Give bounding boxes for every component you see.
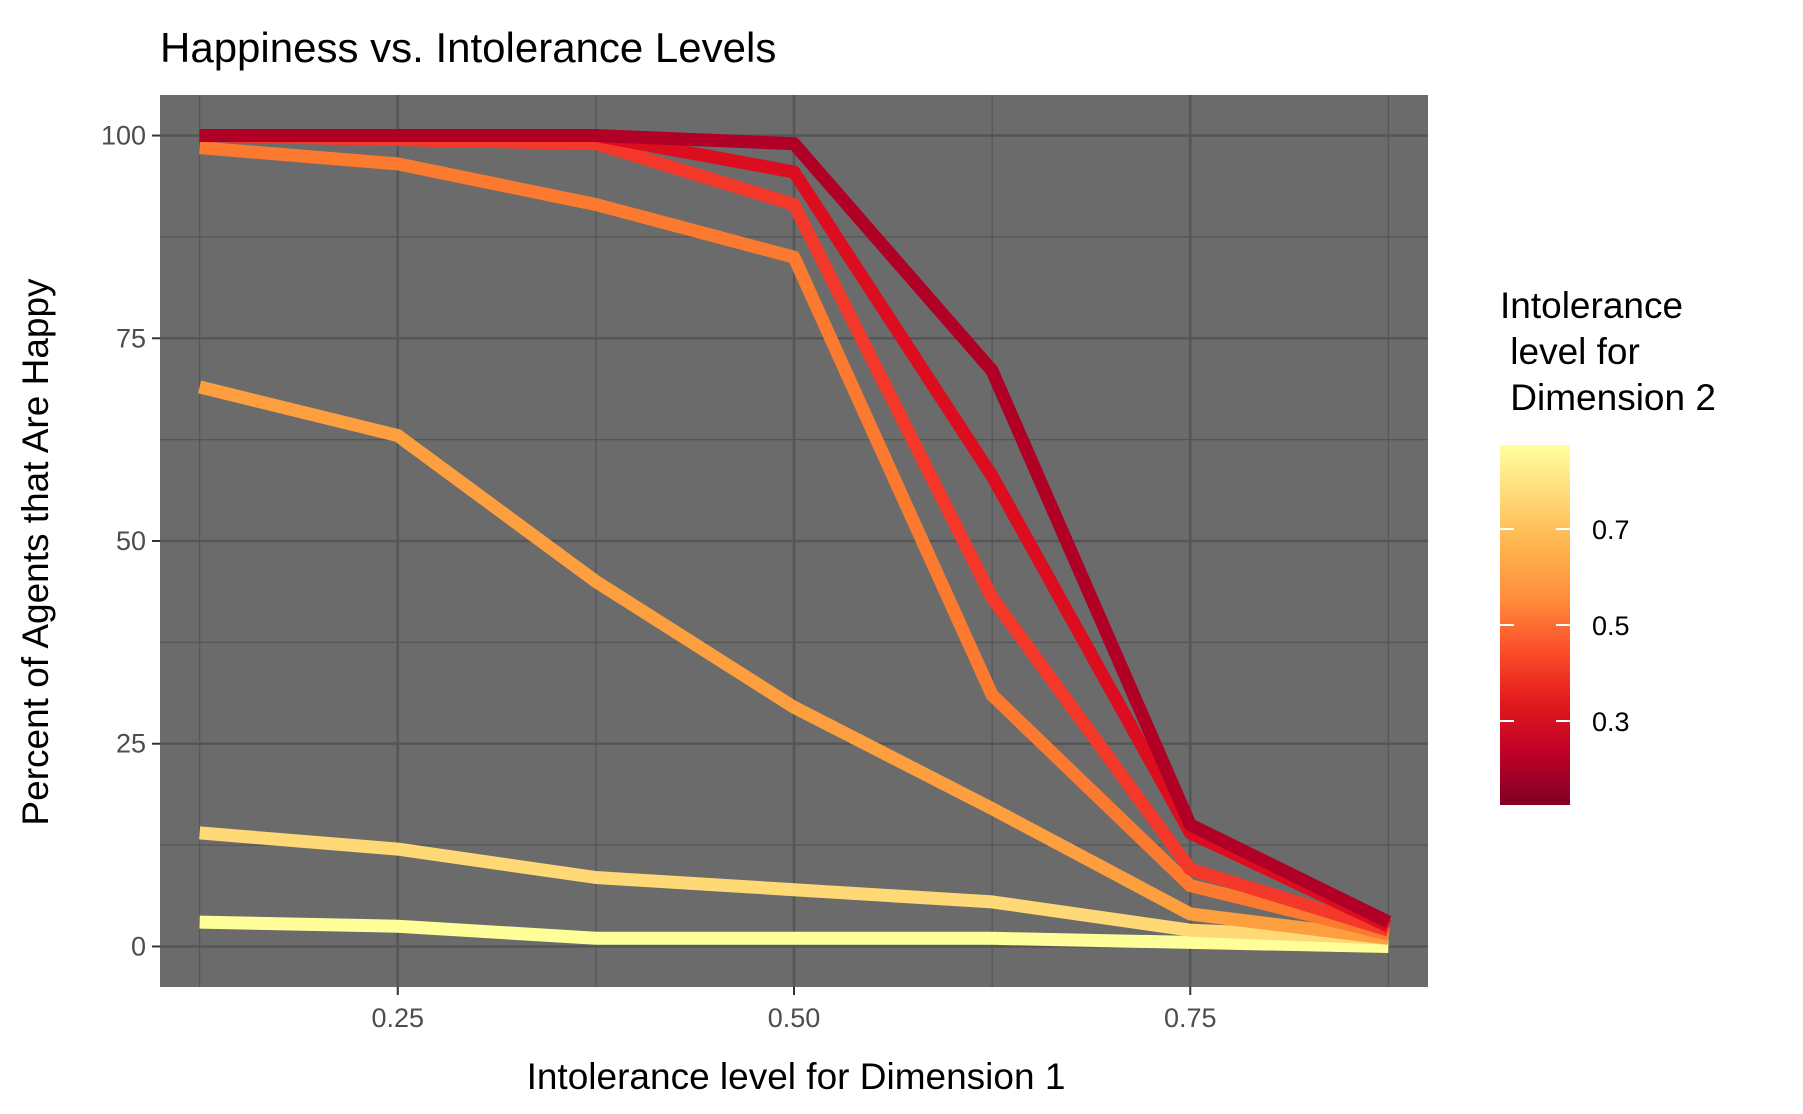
legend-tick-label: 0.7	[1592, 515, 1630, 545]
x-axis-title: Intolerance level for Dimension 1	[527, 1056, 1066, 1097]
series-lines	[198, 129, 1392, 953]
y-tick-label: 75	[116, 323, 146, 353]
legend-tick-label: 0.3	[1592, 707, 1630, 737]
legend-tick-label: 0.5	[1592, 611, 1630, 641]
y-tick-label: 100	[101, 121, 146, 151]
y-tick-label: 25	[116, 729, 146, 759]
x-tick-label: 0.75	[1164, 1003, 1217, 1033]
x-tick-label: 0.25	[371, 1003, 424, 1033]
y-axis-title: Percent of Agents that Are Happy	[15, 278, 56, 826]
series-line-1	[199, 915, 1389, 953]
legend: Intolerance level for Dimension 2 0.3 0.5…	[1500, 285, 1716, 805]
y-axis-ticks: 0 25 50 75 100	[101, 121, 160, 961]
series-line-2	[199, 826, 1389, 945]
x-tick-label: 0.50	[768, 1003, 821, 1033]
chart-title: Happiness vs. Intolerance Levels	[160, 24, 776, 71]
legend-title-line-3: Dimension 2	[1500, 377, 1716, 418]
y-tick-label: 50	[116, 526, 146, 556]
legend-colorbar-ticks: 0.3 0.5 0.7	[1500, 515, 1630, 737]
series-line-7	[199, 129, 1392, 928]
legend-title-line-1: Intolerance	[1500, 285, 1683, 326]
legend-title-line-2: level for	[1500, 331, 1640, 372]
x-axis-ticks: 0.25 0.50 0.75	[371, 987, 1217, 1033]
y-tick-label: 0	[131, 931, 146, 961]
series-line-4	[199, 141, 1390, 941]
series-line-3	[198, 380, 1390, 945]
